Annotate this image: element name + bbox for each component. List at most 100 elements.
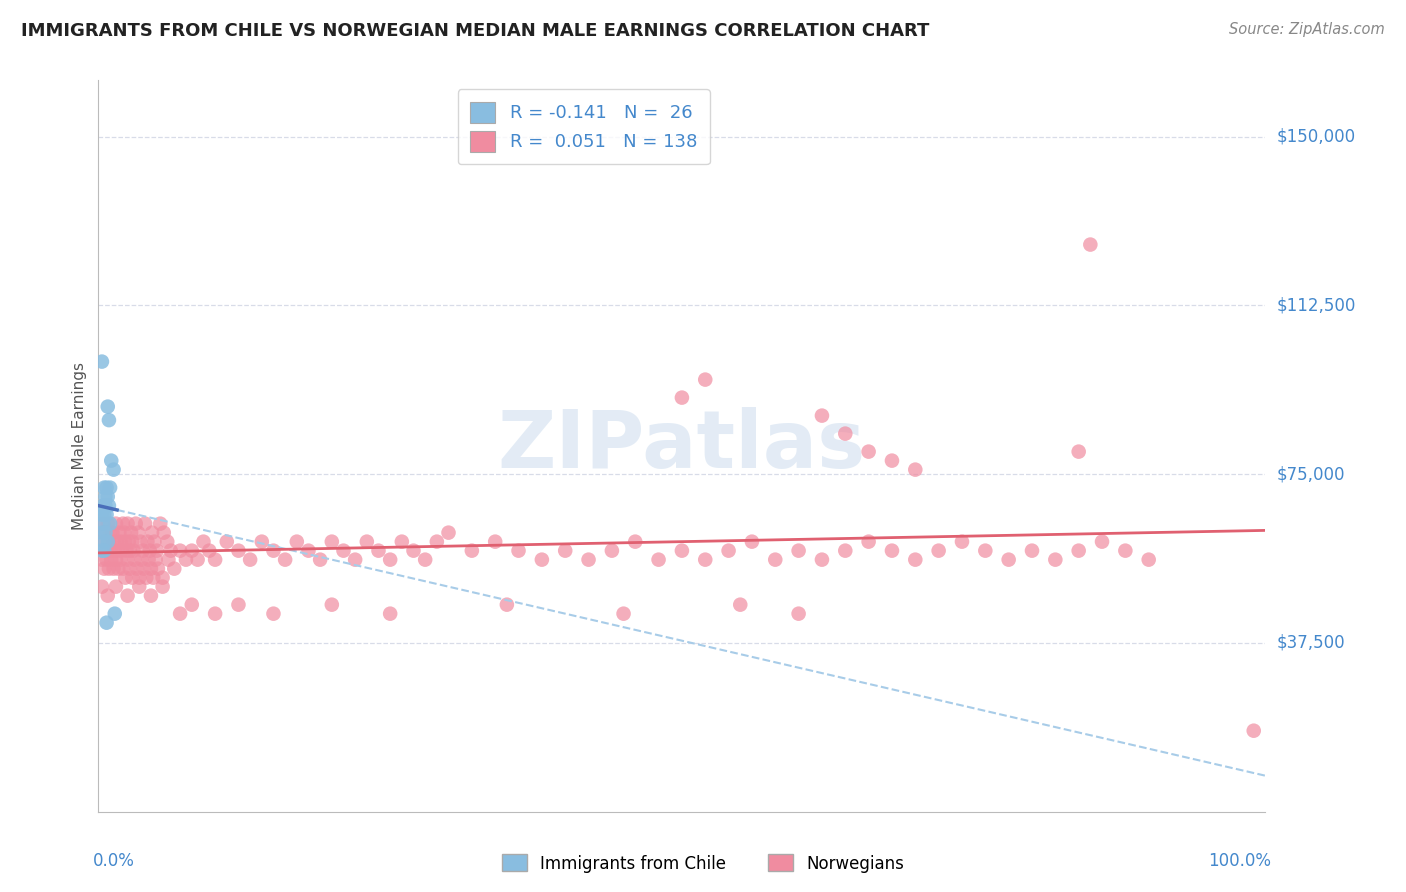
Point — [105, 534, 128, 549]
Point — [138, 552, 160, 566]
Point — [107, 543, 129, 558]
Point — [321, 534, 343, 549]
Point — [380, 552, 402, 566]
Text: Source: ZipAtlas.com: Source: ZipAtlas.com — [1229, 22, 1385, 37]
Point — [117, 552, 139, 566]
Point — [101, 525, 124, 540]
Point — [1243, 723, 1265, 738]
Point — [741, 534, 763, 549]
Point — [1045, 552, 1067, 566]
Point — [163, 562, 186, 576]
Point — [356, 534, 378, 549]
Point — [104, 552, 127, 566]
Point — [114, 571, 136, 585]
Point — [344, 552, 367, 566]
Point — [1137, 552, 1160, 566]
Point — [204, 552, 226, 566]
Point — [98, 481, 121, 495]
Point — [97, 490, 120, 504]
Point — [104, 607, 127, 621]
Point — [90, 354, 112, 368]
Point — [97, 413, 120, 427]
Point — [262, 607, 284, 621]
Point — [332, 543, 354, 558]
Point — [117, 589, 139, 603]
Point — [91, 516, 114, 531]
Point — [96, 508, 118, 522]
Point — [274, 552, 297, 566]
Point — [127, 525, 149, 540]
Point — [124, 552, 146, 566]
Point — [717, 543, 740, 558]
Point — [94, 534, 117, 549]
Point — [763, 552, 786, 566]
Point — [108, 525, 131, 540]
Point — [1021, 543, 1043, 558]
Point — [93, 525, 115, 540]
Point — [146, 543, 169, 558]
Point — [104, 516, 127, 531]
Point — [169, 543, 191, 558]
Point — [98, 516, 121, 531]
Point — [93, 481, 115, 495]
Point — [142, 571, 165, 585]
Point — [128, 580, 150, 594]
Point — [104, 543, 127, 558]
Point — [117, 516, 139, 531]
Y-axis label: Median Male Earnings: Median Male Earnings — [72, 362, 87, 530]
Point — [145, 552, 167, 566]
Point — [484, 534, 506, 549]
Point — [413, 552, 436, 566]
Point — [90, 525, 112, 540]
Point — [93, 543, 115, 558]
Point — [157, 552, 180, 566]
Point — [143, 534, 166, 549]
Point — [974, 543, 997, 558]
Point — [1080, 237, 1102, 252]
Point — [321, 598, 343, 612]
Point — [695, 373, 717, 387]
Point — [115, 543, 138, 558]
Point — [96, 543, 118, 558]
Legend: R = -0.141   N =  26, R =  0.051   N = 138: R = -0.141 N = 26, R = 0.051 N = 138 — [457, 89, 710, 164]
Point — [90, 552, 112, 566]
Point — [695, 552, 717, 566]
Point — [104, 580, 127, 594]
Point — [132, 562, 155, 576]
Point — [297, 543, 319, 558]
Text: $150,000: $150,000 — [1277, 128, 1355, 145]
Text: IMMIGRANTS FROM CHILE VS NORWEGIAN MEDIAN MALE EARNINGS CORRELATION CHART: IMMIGRANTS FROM CHILE VS NORWEGIAN MEDIA… — [21, 22, 929, 40]
Point — [193, 534, 215, 549]
Point — [578, 552, 600, 566]
Point — [228, 598, 250, 612]
Point — [93, 534, 115, 549]
Point — [121, 534, 143, 549]
Point — [118, 543, 141, 558]
Point — [100, 552, 122, 566]
Point — [180, 543, 202, 558]
Point — [132, 543, 155, 558]
Point — [159, 543, 181, 558]
Point — [91, 499, 114, 513]
Point — [215, 534, 238, 549]
Point — [136, 534, 159, 549]
Point — [1091, 534, 1114, 549]
Point — [93, 508, 115, 522]
Point — [250, 534, 273, 549]
Point — [97, 534, 120, 549]
Point — [787, 543, 810, 558]
Point — [98, 525, 121, 540]
Point — [100, 453, 122, 467]
Point — [94, 525, 117, 540]
Text: 100.0%: 100.0% — [1208, 852, 1271, 870]
Point — [125, 562, 148, 576]
Point — [90, 580, 112, 594]
Point — [204, 607, 226, 621]
Point — [97, 400, 120, 414]
Point — [118, 534, 141, 549]
Point — [97, 589, 120, 603]
Point — [1114, 543, 1136, 558]
Point — [391, 534, 413, 549]
Point — [146, 562, 169, 576]
Point — [380, 607, 402, 621]
